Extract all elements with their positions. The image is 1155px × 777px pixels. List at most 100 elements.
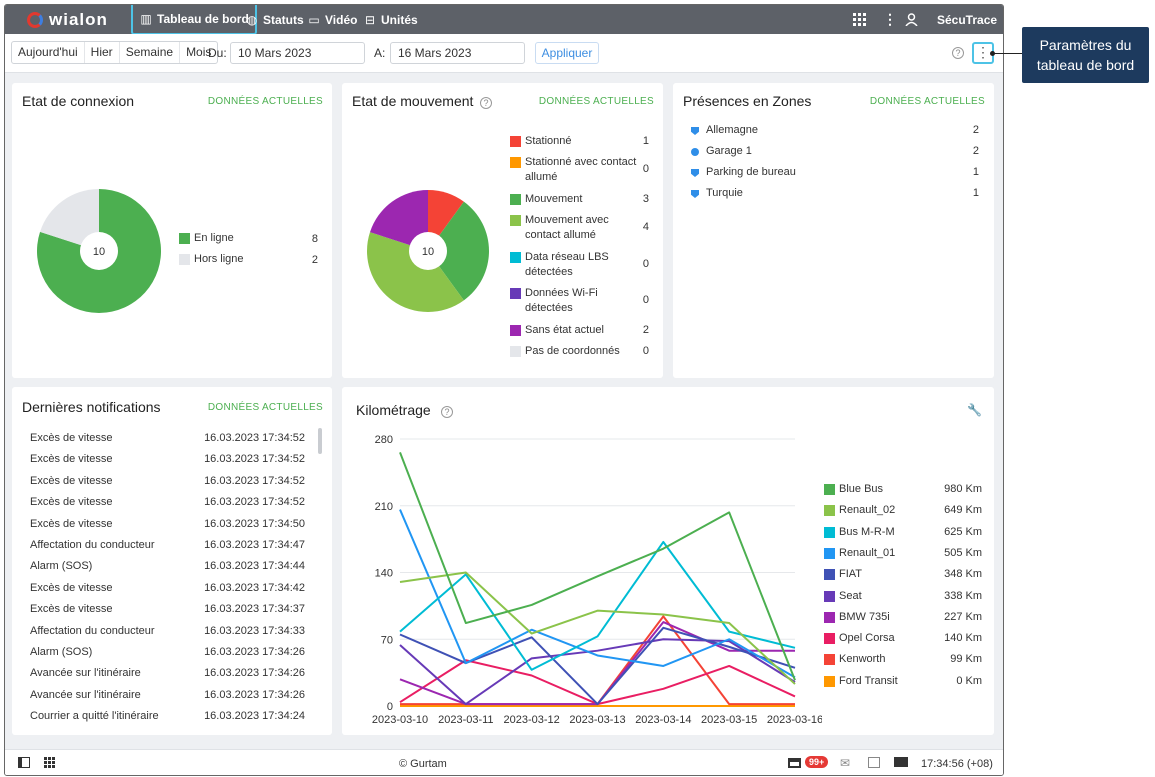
zone-item[interactable]: Garage 1 (691, 144, 752, 159)
zone-item[interactable]: Turquie (691, 186, 743, 201)
notification-row[interactable]: Excès de vitesse 16.03.2023 17:34:52 (30, 432, 305, 444)
legend-item: Sans état actuel (510, 323, 640, 338)
preset-week-button[interactable]: Semaine (120, 42, 181, 63)
footer-bar: © Gurtam 99+ ✉ 17:34:56 (+08) (5, 749, 1003, 775)
y-tick-label: 70 (381, 634, 393, 646)
scrollbar[interactable] (318, 428, 322, 454)
legend-item[interactable]: Opel Corsa (824, 631, 895, 646)
zone-count: 1 (972, 187, 979, 199)
preset-month-button[interactable]: Mois (186, 45, 212, 59)
more-menu-icon[interactable]: ⋮ (883, 11, 897, 27)
monitor-icon[interactable] (894, 757, 908, 767)
user-name[interactable]: SécuTrace (937, 12, 998, 27)
legend-label: BMW 735i (839, 610, 890, 623)
legend-item[interactable]: Blue Bus (824, 482, 883, 497)
card-title: Dernières notifications (22, 399, 161, 415)
help-icon[interactable]: ? (952, 47, 964, 59)
legend-value: 338 Km (944, 589, 982, 602)
apply-button[interactable]: Appliquer (535, 42, 599, 64)
notification-row[interactable]: Affectation du conducteur 16.03.2023 17:3… (30, 625, 305, 637)
user-icon[interactable] (905, 5, 918, 34)
pie-slice-mouvement-contact (367, 232, 464, 312)
swatch-icon (824, 611, 835, 623)
legend-item[interactable]: Bus M-R-M (824, 525, 895, 540)
current-data-badge: DONNÉES ACTUELLES (207, 402, 323, 413)
swatch-icon (510, 215, 521, 226)
series-line (399, 540, 796, 671)
legend-label: Data réseau LBS détectées (525, 251, 609, 278)
legend-value: 2 (311, 254, 318, 266)
notification-row[interactable]: Excès de vitesse 16.03.2023 17:34:52 (30, 475, 305, 487)
legend-offline: Hors ligne (179, 252, 244, 267)
connection-pie-chart: 10 (37, 189, 162, 313)
dashboard-settings-button[interactable]: ⋮ (972, 42, 994, 64)
swatch-icon (510, 194, 521, 205)
swatch-icon (510, 325, 521, 336)
x-tick-label: 2023-03-10 (372, 714, 428, 726)
legend-value: 3 (642, 193, 649, 205)
tab-label: Vidéo (325, 12, 358, 27)
panel-toggle-icon[interactable] (18, 757, 30, 768)
help-icon[interactable]: ? (441, 406, 453, 418)
legend-item[interactable]: Renault_01 (824, 546, 895, 561)
card-title: Présences en Zones (683, 93, 812, 109)
notifications-icon[interactable] (788, 758, 801, 768)
tab-dashboard[interactable]: ▥ Tableau de bord (131, 5, 257, 35)
tab-video[interactable]: ▭ Vidéo (307, 5, 357, 34)
series-line (399, 621, 795, 706)
swatch-icon (510, 157, 521, 168)
swatch-icon (179, 254, 190, 265)
zone-count: 2 (972, 145, 979, 157)
polygon-icon (691, 190, 699, 198)
notification-row[interactable]: Alarm (SOS) 16.03.2023 17:34:26 (30, 646, 305, 658)
legend-item[interactable]: Renault_02 (824, 503, 895, 518)
notification-row[interactable]: Excès de vitesse 16.03.2023 17:34:52 (30, 453, 305, 465)
swatch-icon (824, 569, 835, 581)
legend-item[interactable]: Seat (824, 589, 862, 604)
legend-value: 2 (642, 324, 649, 336)
legend-item[interactable]: BMW 735i (824, 610, 890, 625)
image-icon[interactable] (868, 757, 880, 768)
notification-row[interactable]: Affectation du conducteur 16.03.2023 17:3… (30, 539, 305, 551)
series-line (399, 638, 796, 706)
notification-row[interactable]: Excès de vitesse 16.03.2023 17:34:42 (30, 582, 305, 594)
notification-time: 16.03.2023 17:34:26 (204, 646, 305, 658)
notification-row[interactable]: Courrier a quitté l'itinéraire 16.03.2023… (30, 710, 305, 722)
x-tick-label: 2023-03-16 (767, 714, 822, 726)
from-date-field[interactable]: 10 Mars 2023 (230, 42, 365, 64)
notification-row[interactable]: Excès de vitesse 16.03.2023 17:34:37 (30, 603, 305, 615)
legend-label: Bus M-R-M (839, 525, 895, 538)
legend-item[interactable]: Kenworth (824, 652, 885, 667)
to-label: A: (374, 46, 386, 60)
wialon-logo[interactable]: wialon (27, 9, 117, 31)
tab-statuts[interactable]: ◍ Statuts (245, 5, 304, 34)
legend-label: En ligne (194, 232, 234, 244)
swatch-icon (824, 654, 835, 666)
notification-row[interactable]: Excès de vitesse 16.03.2023 17:34:50 (30, 518, 305, 530)
legend-value: 0 (642, 345, 649, 357)
legend-item[interactable]: FIAT (824, 567, 862, 582)
legend-label: Kenworth (839, 653, 886, 666)
preset-today-button[interactable]: Aujourd'hui (12, 42, 85, 63)
zone-label: Garage 1 (706, 145, 752, 157)
notification-row[interactable]: Alarm (SOS) 16.03.2023 17:34:44 (30, 560, 305, 572)
zone-item[interactable]: Parking de bureau (691, 165, 796, 180)
help-icon[interactable]: ? (480, 97, 492, 109)
tab-unites[interactable]: ⊟ Unités (363, 5, 418, 34)
card-title: Kilométrage (356, 402, 431, 418)
notification-row[interactable]: Excès de vitesse 16.03.2023 17:34:52 (30, 496, 305, 508)
grid-icon[interactable] (44, 757, 55, 768)
notification-row[interactable]: Avancée sur l'itinéraire 16.03.2023 17:34… (30, 667, 305, 679)
wrench-icon[interactable]: 🔧 (967, 403, 982, 417)
globe-icon: ◍ (246, 12, 258, 27)
zone-item[interactable]: Allemagne (691, 123, 758, 138)
notification-time: 16.03.2023 17:34:44 (204, 560, 305, 573)
apps-grid-icon[interactable] (853, 5, 866, 34)
notification-row[interactable]: Avancée sur l'itinéraire 16.03.2023 17:34… (30, 689, 305, 701)
x-tick-label: 2023-03-12 (504, 714, 560, 726)
callout-line (992, 53, 1022, 54)
to-date-field[interactable]: 16 Mars 2023 (390, 42, 525, 64)
preset-yesterday-button[interactable]: Hier (85, 42, 120, 63)
mail-icon[interactable]: ✉ (840, 756, 851, 770)
legend-item[interactable]: Ford Transit (824, 674, 898, 689)
